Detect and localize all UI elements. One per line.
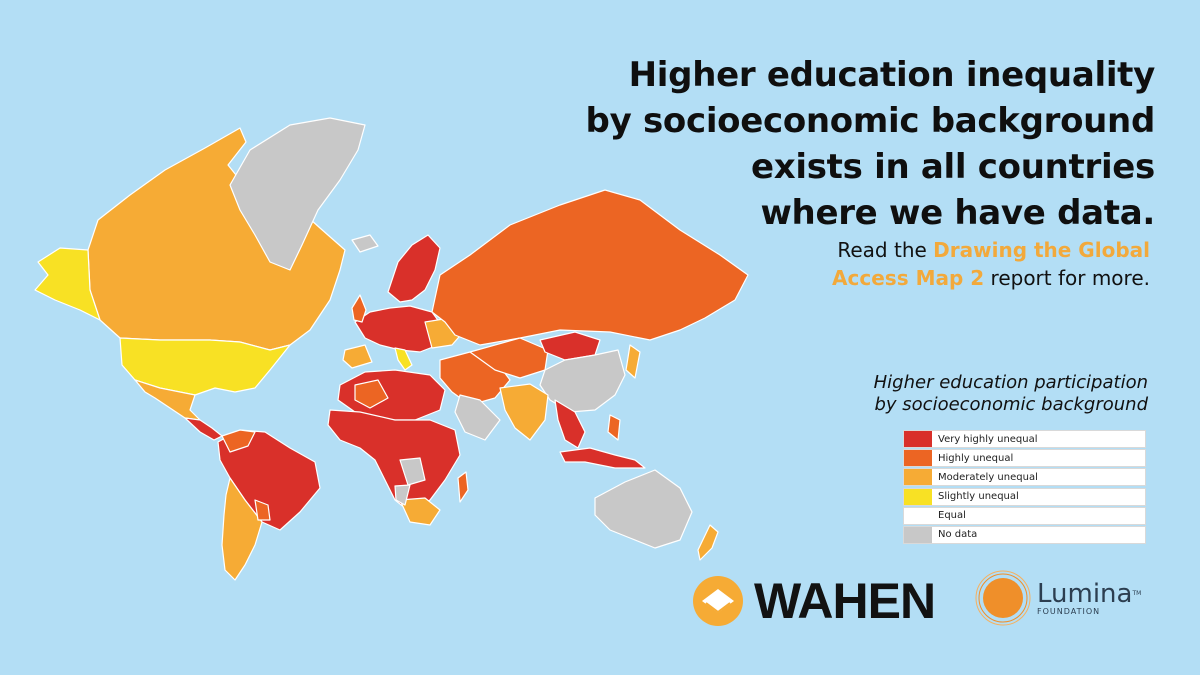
lumina-logo: LuminaTM FOUNDATION (975, 570, 1141, 626)
legend-label: Slightly unequal (938, 491, 1019, 503)
report-link-continued[interactable]: Access Map 2 (832, 266, 985, 290)
headline-line: where we have data. (760, 193, 1155, 233)
region-uk (351, 294, 367, 323)
lumina-subtitle: FOUNDATION (1037, 606, 1101, 616)
legend-swatch (904, 488, 932, 505)
region-paraguay (254, 499, 271, 521)
region-new-zealand (697, 524, 719, 561)
legend-title-line: Higher education participation (873, 372, 1148, 393)
legend-swatch (904, 431, 932, 447)
region-russia (431, 189, 749, 346)
region-central-africa (327, 409, 461, 513)
region-italy (394, 347, 413, 371)
legend-swatch (904, 507, 932, 524)
wahen-diamond-icon (693, 576, 743, 626)
legend-label: Very highly unequal (938, 433, 1038, 445)
legend-label: Moderately unequal (938, 471, 1038, 483)
legend-row: Very highly unequal (903, 430, 1146, 448)
wahen-wordmark: WAHEN (754, 573, 936, 629)
callout-suffix: report for more. (984, 266, 1150, 290)
headline: Higher education inequality by socioecon… (515, 52, 1156, 236)
legend-row: Equal (903, 506, 1146, 525)
legend-label: No data (938, 529, 978, 541)
region-west-africa (354, 379, 389, 409)
legend-row: Moderately unequal (903, 468, 1146, 487)
legend-title-line: by socioeconomic background (874, 394, 1148, 415)
headline-line: by socioeconomic background (585, 101, 1156, 141)
region-philippines (607, 414, 621, 441)
headline-line: exists in all countries (751, 147, 1155, 187)
region-east-africa-nodata (399, 457, 426, 486)
region-colombia-venezuela (221, 429, 256, 453)
legend-row: Highly unequal (903, 449, 1146, 468)
legend: Very highly unequal Highly unequal Moder… (903, 430, 1146, 545)
region-madagascar (457, 471, 469, 503)
report-callout: Read the Drawing the Global Access Map 2… (690, 236, 1150, 292)
region-indonesia (559, 447, 646, 469)
legend-row: No data (903, 525, 1146, 544)
region-southern-africa-nodata (394, 484, 411, 506)
region-south-america-south (221, 477, 263, 581)
lumina-wordmark: LuminaTM (1037, 578, 1142, 609)
report-link[interactable]: Drawing the Global (933, 238, 1150, 262)
legend-label: Equal (938, 510, 966, 522)
region-arabia (454, 394, 501, 441)
region-iceland (351, 234, 379, 253)
callout-prefix: Read the (837, 238, 934, 262)
region-india (499, 383, 549, 441)
region-southeast-asia (554, 399, 586, 449)
legend-swatch (904, 450, 932, 467)
region-greenland (229, 117, 366, 271)
region-australia (594, 469, 693, 549)
lumina-circle-icon (975, 570, 1031, 626)
region-central-america (184, 417, 223, 441)
legend-swatch (904, 469, 932, 486)
legend-row: Slightly unequal (903, 487, 1146, 506)
region-south-africa (399, 497, 441, 526)
headline-line: Higher education inequality (628, 55, 1156, 95)
region-japan (625, 344, 641, 379)
region-scandinavia (387, 234, 441, 303)
wahen-logo: WAHEN (692, 572, 936, 630)
legend-title: Higher education participation by socioe… (728, 372, 1148, 416)
region-china (539, 349, 626, 413)
legend-label: Highly unequal (938, 452, 1014, 464)
region-spain (342, 344, 373, 369)
region-alaska (34, 247, 101, 321)
legend-swatch (904, 526, 932, 543)
